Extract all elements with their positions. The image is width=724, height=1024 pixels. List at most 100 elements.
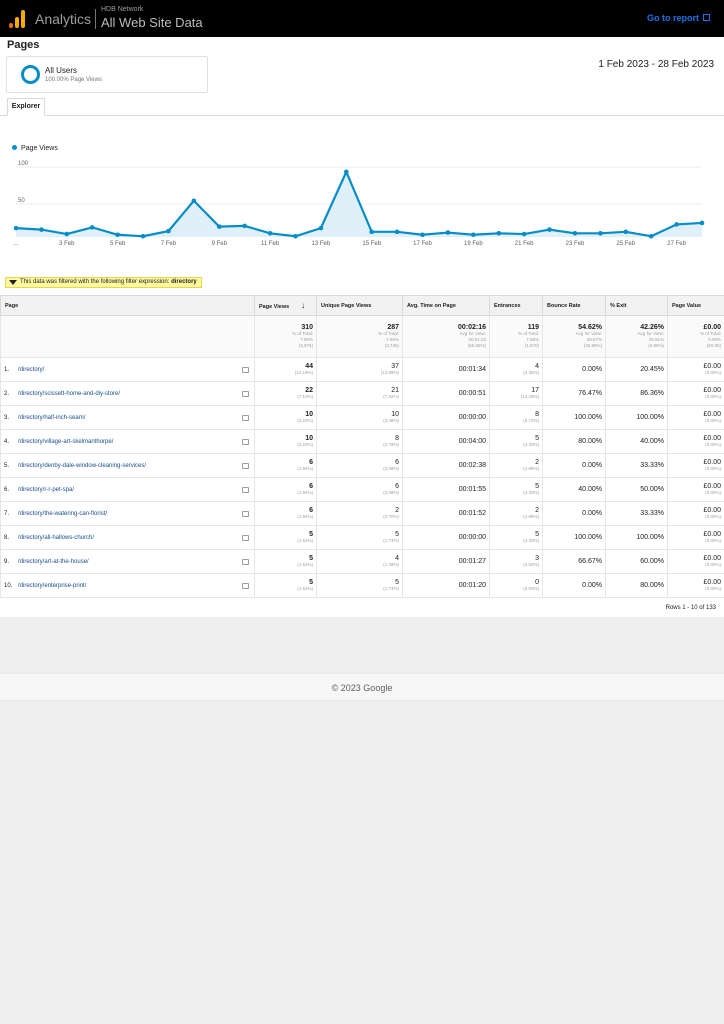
page-link[interactable]: /directory/r-r-pet-spa/ (18, 486, 75, 493)
unique-cell: 6 (2.09%) (316, 453, 403, 478)
table-row: 3. /directory/half-inch-seam/10 (3.23%) 10(… (0, 405, 724, 430)
open-page-icon[interactable] (242, 390, 249, 397)
entrances-cell: 8 (6.72%) (489, 405, 543, 430)
exit-cell: 60.00% (605, 549, 668, 574)
col-exit[interactable]: % Exit (605, 295, 668, 316)
exit-cell: 50.00% (605, 477, 668, 502)
open-page-icon[interactable] (242, 462, 249, 469)
unique-cell: 37 (12.89%) (316, 357, 403, 382)
page-link[interactable]: /directory/the-watering-can-florist/ (18, 510, 108, 517)
page-views-cell: 5 (1.61%) (254, 525, 317, 550)
open-page-icon[interactable] (242, 582, 249, 589)
table-row: 10. /directory/enterprise-print/5 (1.61%) 5… (0, 573, 724, 598)
page-cell: 6. /directory/r-r-pet-spa/ (0, 477, 255, 502)
page-link[interactable]: /directory/village-art-skelmanthorpe/ (18, 438, 114, 445)
value-cell: £0.00 (0.00%) (667, 429, 724, 454)
page-link[interactable]: /directory/art-at-the-house/ (18, 558, 89, 565)
unique-cell: 5 (1.74%) (316, 573, 403, 598)
segment-name: All Users (45, 66, 78, 75)
avg-time-cell: 00:01:20 (402, 573, 490, 598)
page-cell: 7. /directory/the-watering-can-florist/ (0, 501, 255, 526)
filter-expression: directory (171, 279, 197, 285)
exit-cell: 86.36% (605, 381, 668, 406)
value-cell: £0.00 (0.00%) (667, 549, 724, 574)
value-cell: £0.00 (0.00%) (667, 477, 724, 502)
open-page-icon[interactable] (242, 486, 249, 493)
open-page-icon[interactable] (242, 366, 249, 373)
value-cell: £0.00 (0.00%) (667, 501, 724, 526)
row-number: 4. (4, 438, 10, 445)
filter-funnel-icon (9, 280, 17, 285)
page-cell: 10. /directory/enterprise-print/ (0, 573, 255, 598)
row-number: 5. (4, 462, 10, 469)
date-range-picker[interactable]: 1 Feb 2023 - 28 Feb 2023 (598, 59, 714, 70)
entrances-cell: 2 (1.68%) (489, 501, 543, 526)
row-number: 6. (4, 486, 10, 493)
open-page-icon[interactable] (242, 438, 249, 445)
data-point (394, 229, 400, 235)
entrances-cell: 17 (14.29%) (489, 381, 543, 406)
open-page-icon[interactable] (242, 558, 249, 565)
page-views-cell: 5 (1.61%) (254, 549, 317, 574)
col-entrances[interactable]: Entrances (489, 295, 543, 316)
open-page-icon[interactable] (242, 510, 249, 517)
x-tick-label: 23 Feb (566, 241, 585, 247)
data-point (674, 222, 679, 227)
x-tick-label: 11 Feb (261, 241, 280, 247)
page-link[interactable]: /directory/scissett-home-and-diy-store/ (18, 390, 121, 397)
page-link[interactable]: /directory/denby-dale-window-cleaning-se… (18, 462, 147, 469)
table-row: 2. /directory/scissett-home-and-diy-store… (0, 381, 724, 406)
col-bounce-rate[interactable]: Bounce Rate (542, 295, 606, 316)
unique-cell: 10 (3.48%) (316, 405, 403, 430)
col-unique-page-views[interactable]: Unique Page Views (316, 295, 403, 316)
property-name[interactable]: All Web Site Data (101, 15, 203, 30)
rows-info: Rows 1 - 10 of 133 (665, 605, 716, 611)
table-row: 5. /directory/denby-dale-window-cleaning-… (0, 453, 724, 478)
page-link[interactable]: /directory/all-hallows-church/ (18, 534, 95, 541)
data-point (216, 224, 222, 229)
unique-cell: 4 (1.39%) (316, 549, 403, 574)
legend-dot-icon (12, 145, 17, 150)
entrances-cell: 3 (2.52%) (489, 549, 543, 574)
analytics-logo-icon (9, 10, 25, 28)
entrances-cell: 5 (4.20%) (489, 477, 543, 502)
total-value: £0.00% of Total: 0.00% (£0.00) (667, 315, 724, 358)
external-link-icon (703, 14, 710, 21)
col-avg-time[interactable]: Avg. Time on Page (402, 295, 490, 316)
unique-cell: 6 (2.09%) (316, 477, 403, 502)
go-to-report-link[interactable]: Go to report (647, 13, 710, 23)
x-tick-label: 7 Feb (161, 241, 177, 247)
y-tick-label: 50 (18, 198, 25, 204)
table-row: 4. /directory/village-art-skelmanthorpe/1… (0, 429, 724, 454)
table-row: 8. /directory/all-hallows-church/5 (1.61%)… (0, 525, 724, 550)
data-point (471, 232, 476, 238)
page-link[interactable]: /directory/half-inch-seam/ (18, 414, 86, 421)
x-tick-label: 17 Feb (413, 241, 432, 247)
bounce-cell: 40.00% (542, 477, 606, 502)
footer: © 2023 Google (0, 673, 724, 701)
tab-explorer[interactable]: Explorer (7, 98, 45, 116)
page-link[interactable]: /directory/enterprise-print/ (18, 582, 87, 589)
col-page-value[interactable]: Page Value (667, 295, 724, 316)
avg-time-cell: 00:01:52 (402, 501, 490, 526)
open-page-icon[interactable] (242, 414, 249, 421)
segment-card[interactable]: All Users 100.00% Page Views (6, 56, 208, 93)
totals-row: 310% of Total: 7.80% (3,974) 287% of Total… (0, 315, 724, 358)
total-avg-time: 00:02:16 Avg for View: 00:01:22 (65.56%) (402, 315, 490, 358)
avg-time-cell: 00:00:00 (402, 525, 490, 550)
data-point (699, 220, 705, 226)
data-point (140, 233, 146, 239)
open-page-icon[interactable] (242, 534, 249, 541)
unique-cell: 2 (0.70%) (316, 501, 403, 526)
page-link[interactable]: /directory/ (18, 366, 45, 373)
data-point (89, 225, 95, 230)
col-page-views[interactable]: Page Views ↓ (254, 295, 317, 316)
bounce-cell: 66.67% (542, 549, 606, 574)
exit-cell: 40.00% (605, 429, 668, 454)
row-number: 2. (4, 390, 10, 397)
x-tick-label: 25 Feb (616, 241, 635, 247)
exit-cell: 80.00% (605, 573, 668, 598)
unique-cell: 21 (7.32%) (316, 381, 403, 406)
col-page[interactable]: Page (0, 295, 255, 316)
chart-legend: Page Views (12, 145, 58, 152)
